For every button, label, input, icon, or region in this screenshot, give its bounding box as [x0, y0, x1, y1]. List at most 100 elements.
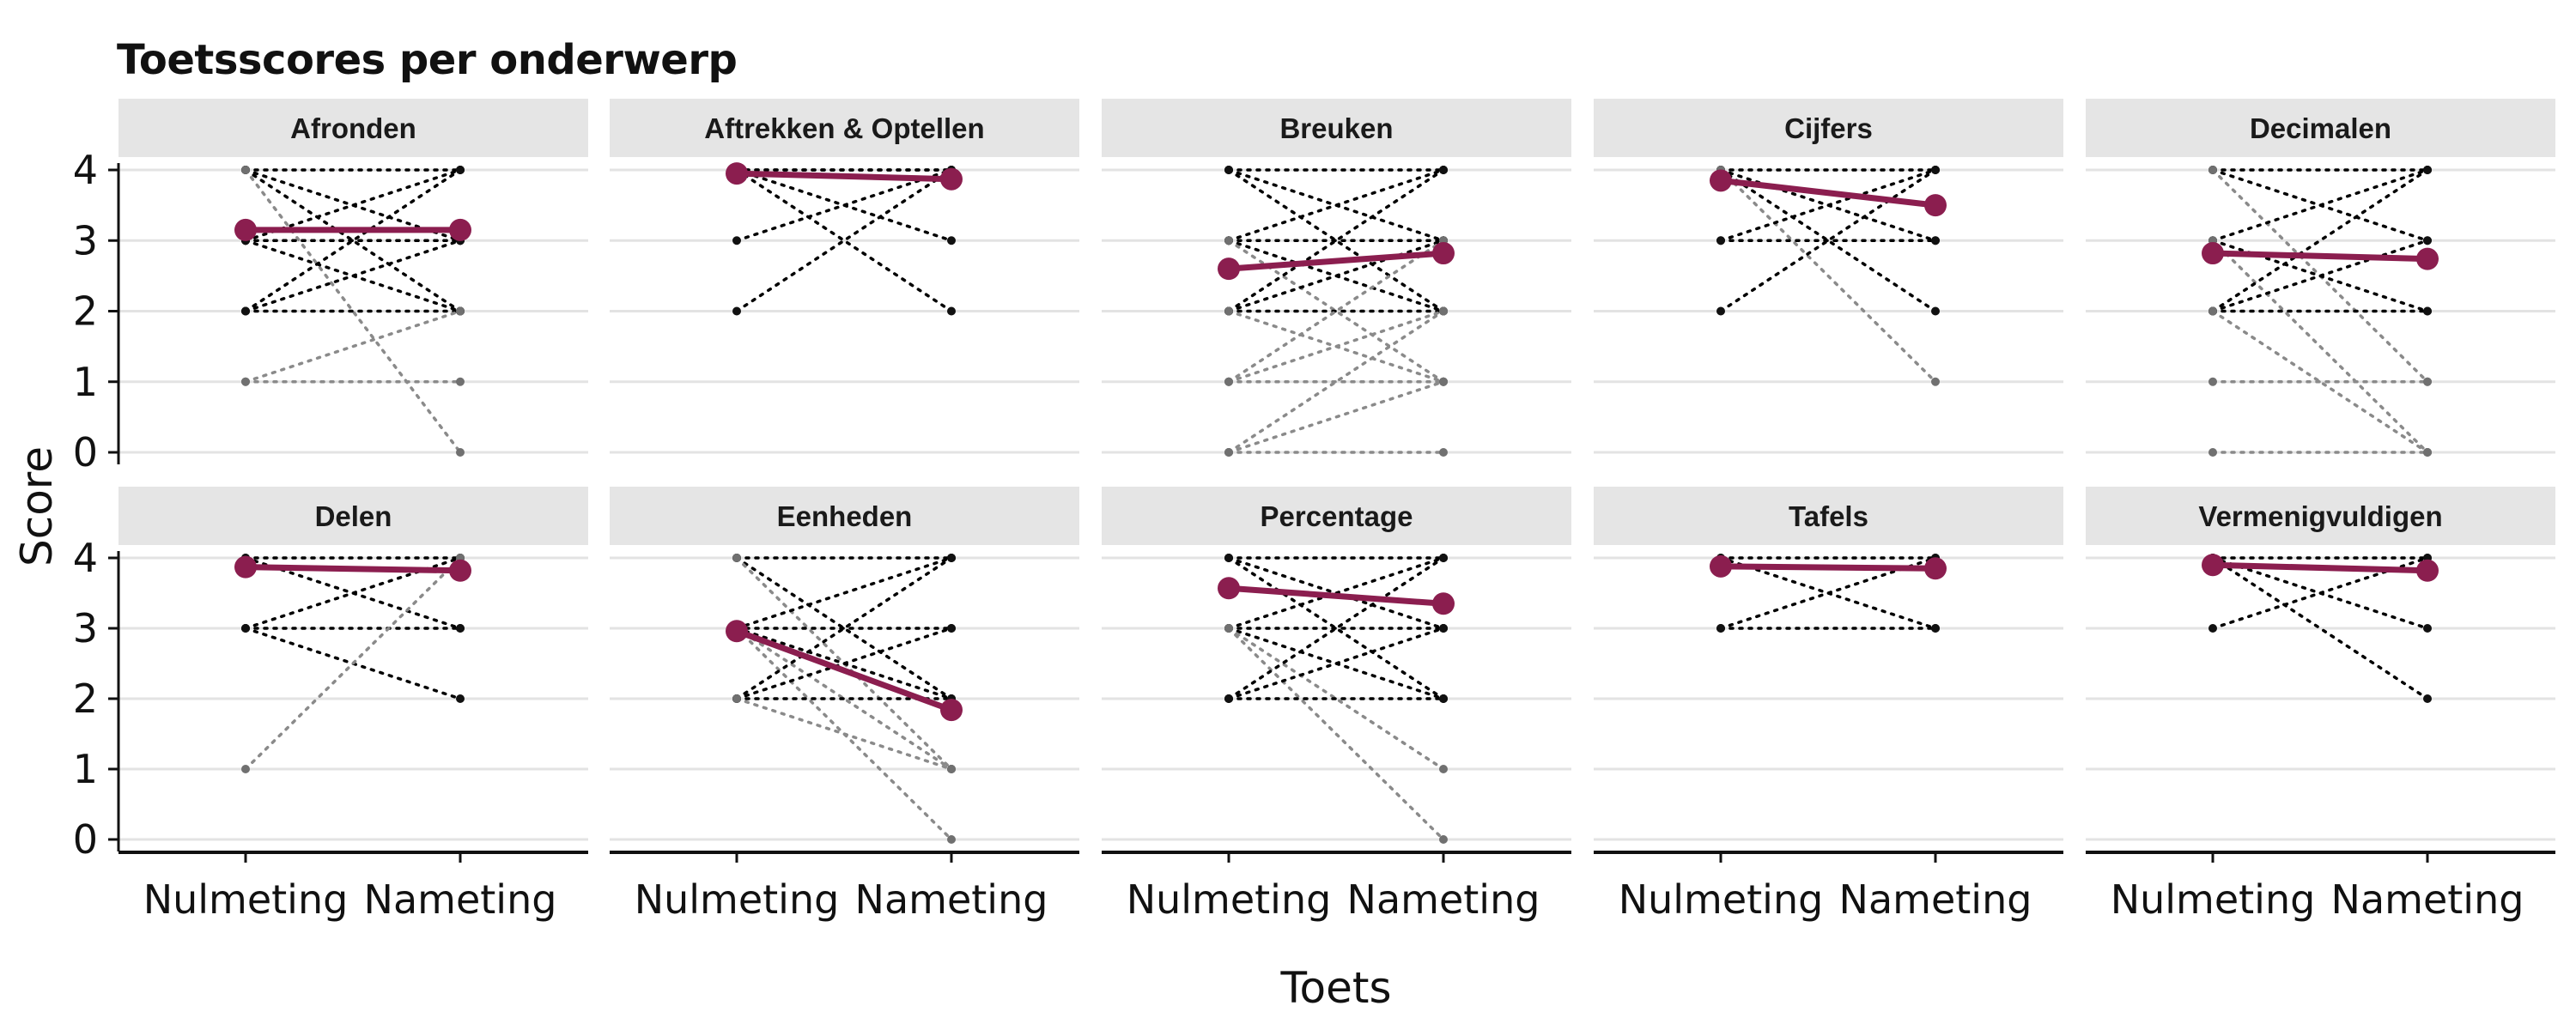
x-tick-label: Nameting	[1839, 876, 2032, 923]
strip-label: Eenheden	[777, 500, 913, 532]
individual-point	[1439, 765, 1448, 773]
individual-point	[732, 694, 741, 703]
individual-point	[2208, 166, 2217, 174]
mean-point	[726, 620, 748, 643]
mean-point	[449, 218, 471, 241]
individual-point	[947, 236, 956, 245]
individual-point	[456, 624, 465, 633]
strip-label: Delen	[315, 500, 392, 532]
individual-point	[1224, 694, 1233, 703]
strip-background	[610, 99, 1079, 157]
individual-line	[735, 627, 953, 700]
mean-line	[242, 564, 464, 574]
strip-label: Decimalen	[2250, 112, 2391, 144]
individual-point	[1439, 166, 1448, 174]
mean-point	[1218, 577, 1240, 600]
y-tick-label: 0	[73, 816, 98, 863]
individual-point	[2423, 236, 2432, 245]
mean-point	[1218, 258, 1240, 281]
mean-point	[1432, 242, 1455, 265]
panel-cijfers: Cijfers	[1594, 99, 2063, 454]
mean-point	[940, 699, 963, 722]
strip-label: Percentage	[1261, 500, 1413, 532]
individual-point	[1931, 377, 1940, 386]
individual-line	[2211, 239, 2429, 313]
individual-point	[2208, 306, 2217, 316]
individual-point	[456, 448, 465, 457]
mean-point	[234, 555, 257, 579]
mean-line	[733, 627, 955, 713]
individual-point	[1716, 236, 1725, 245]
individual-point	[1931, 624, 1940, 633]
individual-point	[456, 166, 465, 174]
strip-background	[118, 487, 588, 545]
individual-line	[1227, 309, 1445, 384]
mean-line	[1717, 177, 1939, 209]
x-tick-label: Nameting	[1347, 876, 1540, 923]
mean-point	[234, 218, 257, 241]
individual-point	[1224, 377, 1233, 386]
individual-point	[732, 306, 741, 316]
panel-tafels: Tafels Nulmeting Nameting	[1594, 487, 2063, 923]
individual-point	[1224, 166, 1233, 174]
mean-point	[2202, 242, 2224, 265]
individual-point	[947, 306, 956, 316]
individual-point	[2423, 377, 2432, 386]
individual-point	[1716, 624, 1725, 633]
individual-point	[456, 306, 465, 316]
chart-title: Toetsscores per onderwerp	[117, 36, 738, 84]
individual-line	[1719, 168, 1937, 242]
x-tick-label: Nulmeting	[2111, 876, 2316, 923]
individual-point	[732, 554, 741, 562]
y-tick-label: 4	[73, 147, 98, 193]
y-tick-label: 0	[73, 429, 98, 476]
panel-afronden: Afronden 0 1 2 3 4	[73, 99, 588, 476]
strip-label: Breuken	[1279, 112, 1393, 144]
y-tick-label: 2	[73, 676, 98, 722]
strip-background	[610, 487, 1079, 545]
mean-point	[1432, 592, 1455, 615]
x-tick-label: Nulmeting	[635, 876, 840, 923]
y-tick-label: 2	[73, 288, 98, 335]
y-tick-label: 3	[73, 217, 98, 264]
individual-point	[241, 624, 250, 633]
individual-point	[1716, 306, 1725, 316]
individual-line	[1227, 239, 1445, 313]
individual-point	[456, 377, 465, 386]
individual-point	[1224, 448, 1233, 457]
y-tick-label: 3	[73, 605, 98, 651]
individual-line	[735, 697, 953, 771]
x-tick-label: Nameting	[364, 876, 557, 923]
individual-line	[1227, 168, 1445, 242]
individual-line	[1227, 380, 1445, 454]
x-tick-label: Nameting	[2331, 876, 2524, 923]
mean-line	[1717, 563, 1939, 572]
mean-point	[1924, 194, 1947, 217]
individual-point	[241, 166, 250, 174]
individual-point	[1224, 554, 1233, 562]
individual-point	[1439, 377, 1448, 386]
individual-point	[1931, 236, 1940, 245]
y-tick-label: 4	[73, 535, 98, 581]
individual-point	[1439, 835, 1448, 844]
mean-line	[2209, 561, 2431, 574]
panel-decimalen: Decimalen	[2086, 99, 2555, 457]
individual-line	[244, 309, 462, 384]
panel-vermenigvuldigen: Vermenigvuldigen Nulmeting Nameting	[2086, 487, 2555, 923]
individual-point	[947, 624, 956, 633]
mean-point	[940, 167, 963, 191]
strip-label: Aftrekken & Optellen	[704, 112, 984, 144]
individual-point	[241, 765, 250, 773]
mean-line	[2209, 250, 2431, 263]
panel-delen: Delen 0 1 2 3 4 Nulmeting Nameting	[73, 487, 588, 923]
strip-label: Vermenigvuldigen	[2198, 500, 2442, 532]
mean-point	[2416, 559, 2439, 582]
individual-point	[241, 377, 250, 386]
x-axis-title: Toets	[1279, 963, 1391, 1013]
strip-background	[2086, 99, 2555, 157]
strip-label: Tafels	[1789, 500, 1868, 532]
strip-label: Cijfers	[1784, 112, 1873, 144]
individual-line	[2211, 239, 2429, 454]
individual-point	[1439, 624, 1448, 633]
